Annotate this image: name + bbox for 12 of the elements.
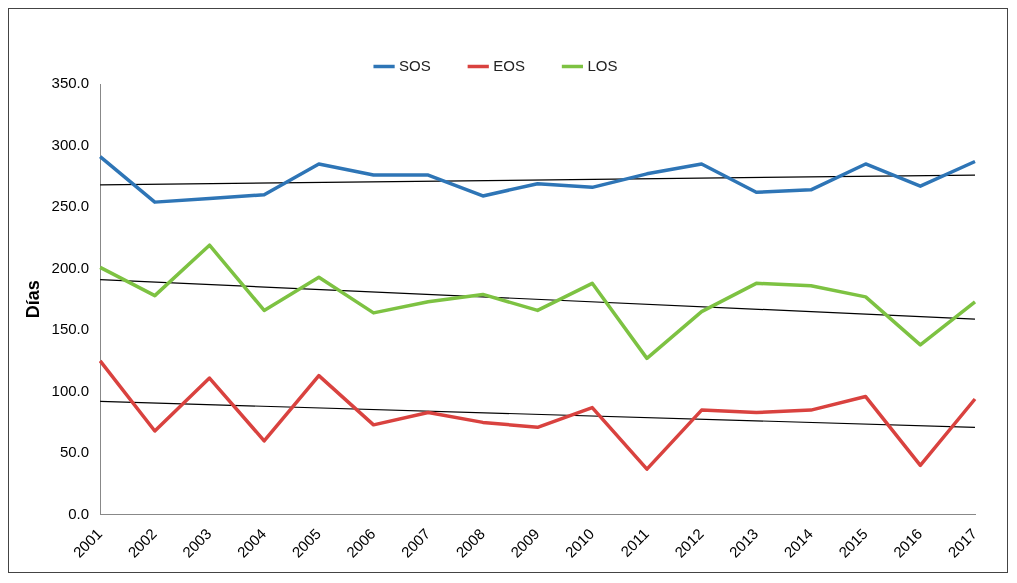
y-tick-label: 0.0 [68,504,90,522]
legend-label: EOS [493,56,525,74]
y-tick-label: 50.0 [59,443,90,461]
y-tick-label: 250.0 [51,197,90,215]
y-tick-label: 100.0 [51,381,90,399]
legend-label: SOS [399,56,431,74]
y-tick-label: 300.0 [51,135,90,153]
y-tick-label: 150.0 [51,320,90,338]
legend-label: LOS [587,56,618,74]
y-axis-title: Días [22,280,43,319]
y-tick-label: 200.0 [51,258,90,276]
y-tick-label: 350.0 [51,74,90,92]
